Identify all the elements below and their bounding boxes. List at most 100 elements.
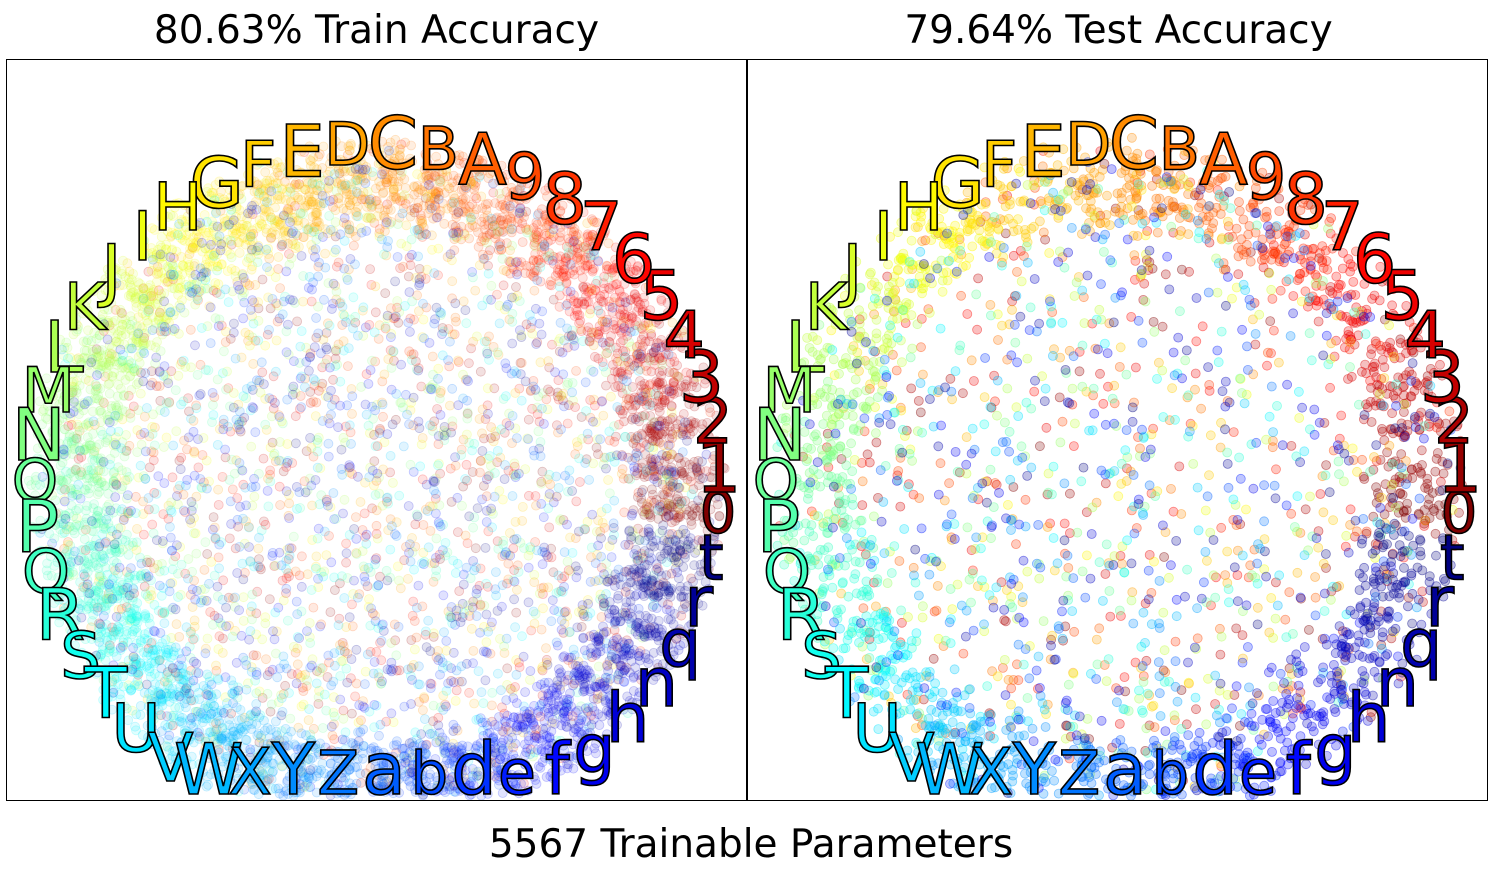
scatter-point <box>544 522 555 533</box>
scatter-point <box>691 382 702 393</box>
scatter-point <box>483 626 494 637</box>
scatter-point <box>273 264 284 274</box>
scatter-point <box>588 241 598 252</box>
scatter-point <box>159 565 170 576</box>
scatter-point <box>344 224 354 235</box>
scatter-point <box>324 210 335 221</box>
scatter-point <box>688 500 698 511</box>
scatter-point <box>638 527 649 538</box>
scatter-point <box>265 706 276 717</box>
scatter-point <box>530 491 541 501</box>
scatter-point <box>680 495 691 506</box>
scatter-point <box>147 428 158 439</box>
scatter-point <box>708 530 719 541</box>
scatter-point <box>254 554 264 565</box>
scatter-point <box>152 337 162 347</box>
scatter-point <box>522 227 532 238</box>
scatter-point <box>363 212 374 222</box>
scatter-point <box>709 461 720 472</box>
scatter-point <box>339 180 350 191</box>
scatter-point <box>471 331 482 342</box>
scatter-point <box>659 456 670 467</box>
scatter-point <box>220 337 231 348</box>
scatter-point <box>640 507 651 518</box>
scatter-point <box>320 248 331 259</box>
scatter-point <box>693 470 704 481</box>
scatter-point <box>673 496 683 507</box>
scatter-point <box>331 186 342 197</box>
scatter-point <box>301 446 312 457</box>
scatter-point <box>379 369 390 380</box>
scatter-point <box>261 654 271 665</box>
scatter-point <box>246 614 257 625</box>
scatter-point <box>396 238 407 249</box>
scatter-point <box>487 687 498 698</box>
scatter-point <box>435 554 446 564</box>
scatter-point <box>691 511 702 522</box>
scatter-point <box>369 456 380 467</box>
scatter-point <box>652 504 663 514</box>
scatter-point <box>387 477 398 488</box>
scatter-point <box>280 680 291 691</box>
scatter-point <box>390 414 401 425</box>
scatter-point <box>351 678 362 689</box>
scatter-point <box>344 224 355 235</box>
scatter-point <box>575 477 585 487</box>
scatter-point <box>437 323 448 333</box>
scatter-point <box>671 494 682 505</box>
scatter-point <box>275 500 286 510</box>
scatter-point <box>115 325 125 336</box>
scatter-point <box>621 393 632 404</box>
scatter-point <box>661 469 672 480</box>
scatter-point <box>530 241 541 252</box>
scatter-point <box>201 455 212 466</box>
scatter-point <box>110 315 120 326</box>
scatter-point <box>673 491 683 502</box>
scatter-point <box>692 467 703 478</box>
scatter-point <box>97 396 108 407</box>
scatter-point <box>513 566 524 577</box>
scatter-point <box>265 476 276 487</box>
scatter-point <box>672 502 683 513</box>
scatter-point <box>154 366 165 377</box>
scatter-point <box>620 351 630 362</box>
scatter-point <box>121 445 132 456</box>
scatter-point <box>423 174 434 184</box>
scatter-point <box>214 563 225 574</box>
scatter-point <box>207 400 218 410</box>
scatter-point <box>250 280 261 290</box>
scatter-point <box>516 357 527 368</box>
scatter-point <box>347 408 357 419</box>
scatter-point <box>680 457 690 468</box>
scatter-point <box>466 623 477 634</box>
scatter-point <box>626 431 637 442</box>
scatter-point <box>183 573 193 584</box>
scatter-point <box>150 679 161 690</box>
scatter-point <box>593 449 603 460</box>
scatter-point <box>225 235 236 246</box>
scatter-point <box>660 418 670 429</box>
scatter-point <box>96 407 107 418</box>
scatter-point <box>224 474 235 485</box>
scatter-point <box>474 414 485 424</box>
scatter-point <box>416 439 427 450</box>
scatter-point <box>621 384 632 395</box>
scatter-point <box>233 715 244 726</box>
scatter-point <box>263 501 274 512</box>
scatter-point <box>653 662 664 673</box>
scatter-point <box>551 471 562 482</box>
scatter-point <box>200 537 211 548</box>
scatter-point <box>202 633 213 644</box>
scatter-point <box>370 441 381 452</box>
scatter-point <box>635 376 645 386</box>
scatter-point <box>465 212 476 223</box>
scatter-point <box>325 607 336 617</box>
scatter-point <box>686 519 697 530</box>
scatter-point <box>309 226 319 237</box>
scatter-point <box>77 469 87 480</box>
scatter-point <box>692 505 703 516</box>
scatter-point <box>409 564 419 575</box>
scatter-point <box>178 260 189 271</box>
scatter-point <box>211 660 221 671</box>
